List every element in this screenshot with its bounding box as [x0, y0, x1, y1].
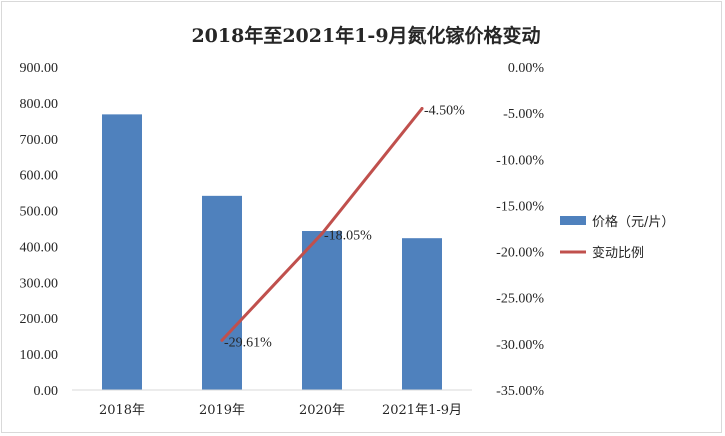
x-axis: 2018年 2019年 2020年 2021年1-9月 — [99, 403, 462, 418]
bar — [202, 195, 242, 390]
y-right-tick-label: -15.00% — [496, 199, 544, 214]
y-left-tick-label: 300.00 — [20, 276, 59, 291]
legend: 价格（元/片） 变动比例 — [560, 214, 674, 261]
bar — [102, 114, 142, 390]
legend-swatch-bar — [560, 216, 586, 225]
legend-label: 价格（元/片） — [592, 214, 674, 230]
y-left-tick-label: 600.00 — [20, 169, 59, 184]
y-right-tick-label: -35.00% — [496, 384, 544, 399]
y-right-tick-label: -25.00% — [496, 292, 544, 307]
data-labels: -29.61% -18.05% -4.50% — [224, 104, 465, 351]
y-axis-left: 0.00 100.00 200.00 300.00 400.00 500.00 600.00… — [20, 61, 59, 399]
y-left-tick-label: 500.00 — [20, 205, 59, 220]
y-left-tick-label: 0.00 — [34, 384, 59, 399]
y-left-tick-label: 800.00 — [20, 97, 59, 112]
legend-label: 变动比例 — [592, 245, 644, 261]
x-tick-label: 2021年1-9月 — [382, 403, 462, 418]
line-point — [320, 232, 324, 236]
y-right-tick-label: -20.00% — [496, 246, 544, 261]
chart-title: 2018年至2021年1-9月氮化镓价格变动 — [191, 24, 540, 47]
data-label: -18.05% — [324, 229, 372, 244]
y-right-tick-label: -10.00% — [496, 153, 544, 168]
y-left-tick-label: 100.00 — [20, 348, 59, 363]
y-left-tick-label: 400.00 — [20, 240, 59, 255]
y-axis-right: -35.00% -30.00% -25.00% -20.00% -15.00% -10.0… — [496, 61, 544, 399]
y-left-tick-label: 700.00 — [20, 133, 59, 148]
bar — [302, 231, 342, 390]
data-label: -4.50% — [424, 104, 465, 119]
bar-series — [102, 114, 442, 390]
line-series — [220, 107, 424, 342]
x-tick-label: 2020年 — [299, 403, 345, 418]
line-point — [220, 338, 224, 342]
y-right-tick-label: 0.00% — [508, 61, 545, 76]
x-tick-label: 2018年 — [99, 403, 145, 418]
y-right-tick-label: -30.00% — [496, 338, 544, 353]
y-right-tick-label: -5.00% — [503, 107, 544, 122]
y-left-tick-label: 200.00 — [20, 312, 59, 327]
bar — [402, 238, 442, 390]
y-left-tick-label: 900.00 — [20, 61, 59, 76]
data-label: -29.61% — [224, 335, 272, 350]
line-point — [420, 107, 424, 111]
x-tick-label: 2019年 — [199, 403, 245, 418]
